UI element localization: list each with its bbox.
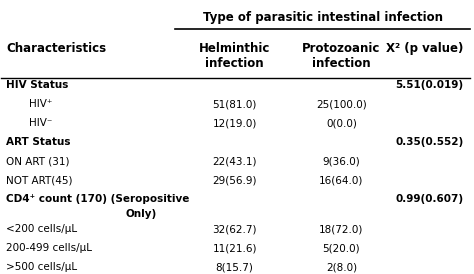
Text: 51(81.0): 51(81.0) bbox=[212, 99, 257, 109]
Text: 5(20.0): 5(20.0) bbox=[323, 243, 360, 253]
Text: HIV⁺: HIV⁺ bbox=[29, 99, 53, 109]
Text: 11(21.6): 11(21.6) bbox=[212, 243, 257, 253]
Text: 18(72.0): 18(72.0) bbox=[319, 224, 364, 234]
Text: 0.35(0.552): 0.35(0.552) bbox=[395, 137, 463, 147]
Text: HIV Status: HIV Status bbox=[6, 80, 68, 90]
Text: X² (p value): X² (p value) bbox=[386, 42, 463, 55]
Text: 0.99(0.607): 0.99(0.607) bbox=[395, 194, 463, 204]
Text: >500 cells/μL: >500 cells/μL bbox=[6, 262, 77, 272]
Text: CD4⁺ count (170) (Seropositive: CD4⁺ count (170) (Seropositive bbox=[6, 194, 190, 204]
Text: 22(43.1): 22(43.1) bbox=[212, 156, 257, 166]
Text: 25(100.0): 25(100.0) bbox=[316, 99, 367, 109]
Text: 8(15.7): 8(15.7) bbox=[216, 262, 254, 272]
Text: 0(0.0): 0(0.0) bbox=[326, 118, 357, 128]
Text: HIV⁻: HIV⁻ bbox=[29, 118, 53, 128]
Text: Characteristics: Characteristics bbox=[6, 42, 106, 55]
Text: Type of parasitic intestinal infection: Type of parasitic intestinal infection bbox=[203, 11, 443, 24]
Text: Protozoanic
infection: Protozoanic infection bbox=[302, 42, 381, 70]
Text: 5.51(0.019): 5.51(0.019) bbox=[395, 80, 463, 90]
Text: 29(56.9): 29(56.9) bbox=[212, 175, 257, 185]
Text: 2(8.0): 2(8.0) bbox=[326, 262, 357, 272]
Text: 12(19.0): 12(19.0) bbox=[212, 118, 257, 128]
Text: NOT ART(45): NOT ART(45) bbox=[6, 175, 73, 185]
Text: 9(36.0): 9(36.0) bbox=[322, 156, 360, 166]
Text: 32(62.7): 32(62.7) bbox=[212, 224, 257, 234]
Text: Helminthic
infection: Helminthic infection bbox=[199, 42, 270, 70]
Text: 200-499 cells/μL: 200-499 cells/μL bbox=[6, 243, 92, 253]
Text: 16(64.0): 16(64.0) bbox=[319, 175, 364, 185]
Text: <200 cells/μL: <200 cells/μL bbox=[6, 224, 77, 234]
Text: ON ART (31): ON ART (31) bbox=[6, 156, 70, 166]
Text: ART Status: ART Status bbox=[6, 137, 71, 147]
Text: Only): Only) bbox=[125, 209, 156, 219]
